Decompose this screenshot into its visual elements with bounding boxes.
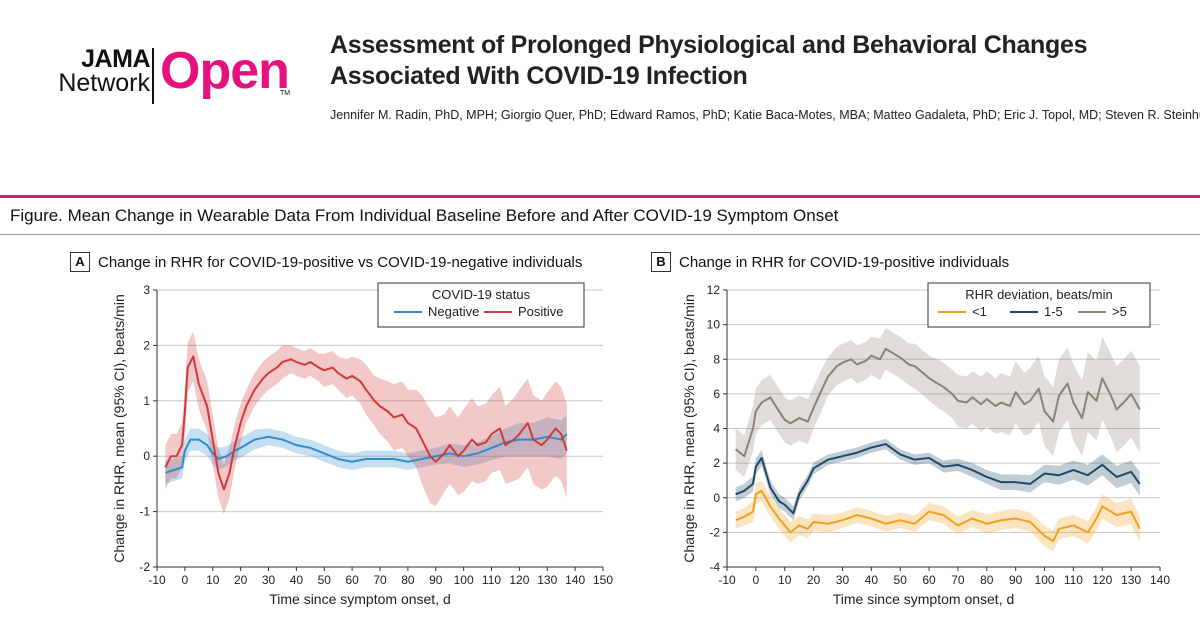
panel-a-ytick-label: 3 [143,283,150,297]
panel-a-xtick-label: 0 [182,573,189,587]
panel-b-ytick-label: 8 [713,352,720,366]
panel-b-ytick-label: 0 [713,491,720,505]
panel-a-xtick-label: 10 [206,573,220,587]
jama-network-open-logo: JAMA Network Open TM [28,42,298,104]
panel-b-xtick-label: 120 [1092,573,1112,587]
panel-a-ytick-label: -1 [139,505,150,519]
panel-b-legend: RHR deviation, beats/min <1 1-5 >5 [927,282,1151,328]
panel-b-ci-band [735,480,1140,552]
panel-a-xtick-label: 150 [593,573,613,587]
panel-a-header: A Change in RHR for COVID-19-positive vs… [70,252,582,272]
panel-a-ci-band [165,414,567,484]
panel-a-ytick-label: 0 [143,449,150,463]
panel-a-ytick-label: -2 [139,560,150,574]
panel-a-xtick-label: 110 [482,573,501,587]
panel-b-legend-title: RHR deviation, beats/min [965,287,1112,302]
panel-b-ytick-label: -4 [709,560,720,574]
panel-b-legend-box [927,282,1151,328]
panel-a-xtick-label: 50 [318,573,332,587]
panel-a-legend-box [377,282,585,328]
panel-a-xtick-label: 70 [373,573,387,587]
panel-b-series-line [735,347,1141,458]
logo-network-text: Network [58,69,150,97]
panel-b-ytick-label: 4 [713,422,720,436]
panel-b-xtick-label: -10 [718,573,736,587]
panel-a-series-line [165,433,568,474]
panel-a-xtick-label: 20 [234,573,248,587]
panel-b-xtick-label: 70 [951,573,965,587]
panel-a-ytick-label: 1 [143,394,150,408]
panel-a-letter: A [70,252,90,272]
panel-b-xtick-label: 140 [1150,573,1170,587]
panel-b-ci-band [735,438,1140,521]
panel-b-title: Change in RHR for COVID-19-positive indi… [679,253,1010,271]
panel-b-xtick-label: 50 [894,573,908,587]
panel-a-title: Change in RHR for COVID-19-positive vs C… [98,253,583,271]
panel-a-xtick-label: 120 [509,573,529,587]
panel-b-legend-label: 1-5 [1044,304,1063,319]
panel-a-xtick-label: 60 [345,573,359,587]
panel-a-x-axis-label: Time since symptom onset, d [269,591,451,607]
chart-panel-b: -4 -2 0 2 4 6 8 10 12 -10 0 10 20 30 40 50 60 70 80 90 100 11… [681,282,1170,607]
panel-b-ytick-label: 10 [707,318,721,332]
panel-a-xtick-label: 100 [454,573,474,587]
panel-b-xtick-label: 110 [1064,573,1083,587]
logo-trademark: TM [280,90,291,97]
panel-b-ytick-label: 12 [707,283,721,297]
panel-b-ytick-label: 2 [713,456,720,470]
logo-open-text: Open [160,42,290,100]
panel-b-xtick-label: 60 [922,573,936,587]
panel-b-series-line [735,443,1141,515]
panel-b-xtick-label: 10 [778,573,792,587]
article-authors: Jennifer M. Radin, PhD, MPH; Giorgio Que… [330,108,1200,122]
panel-b-xtick-label: 40 [865,573,879,587]
panel-b-ci-band [735,328,1140,477]
panel-a-xtick-label: 140 [565,573,585,587]
panel-b-xtick-label: 30 [836,573,850,587]
panel-b-legend-label: >5 [1112,304,1127,319]
panel-b-ytick-label: -2 [709,525,720,539]
figure-title-divider [0,234,1200,235]
panel-b-y-axis-label: Change in RHR, mean (95% CI), beats/min [681,294,697,562]
header-divider [0,195,1200,198]
panel-a-legend: COVID-19 status Negative Positive [377,282,585,328]
panel-b-header: B Change in RHR for COVID-19-positive in… [651,252,1009,272]
panel-b-x-axis-label: Time since symptom onset, d [833,591,1015,607]
article-title: Assessment of Prolonged Physiological an… [330,31,1088,90]
panel-a-xtick-label: 40 [290,573,304,587]
panel-a-xtick-label: 30 [262,573,276,587]
panel-a-xtick-label: 90 [429,573,443,587]
panel-a-ytick-label: 2 [143,338,150,352]
panel-b-xtick-label: 130 [1121,573,1141,587]
panel-b-series-line [735,489,1141,543]
panel-a-legend-label: Negative [428,304,479,319]
panel-b-xtick-label: 0 [753,573,760,587]
panel-a-xtick-label: 80 [401,573,415,587]
panel-a-legend-title: COVID-19 status [432,287,531,302]
panel-a-y-axis-label: Change in RHR, mean (95% CI), beats/min [111,294,127,562]
panel-b-xtick-label: 100 [1035,573,1055,587]
panel-b-xtick-label: 90 [1009,573,1023,587]
panel-b-xtick-label: 20 [807,573,821,587]
panel-b-letter: B [651,252,671,272]
logo-jama-text: JAMA [81,45,150,73]
panel-b-ytick-label: 6 [713,387,720,401]
panel-a-xtick-label: 130 [537,573,557,587]
panel-b-xtick-label: 80 [980,573,994,587]
panel-b-legend-label: <1 [972,304,987,319]
panel-a-legend-label: Positive [518,304,564,319]
logo-divider [152,48,154,104]
panel-a-series-line [164,355,568,491]
panel-a-xtick-label: -10 [148,573,166,587]
figure-title: Figure. Mean Change in Wearable Data Fro… [10,206,839,225]
